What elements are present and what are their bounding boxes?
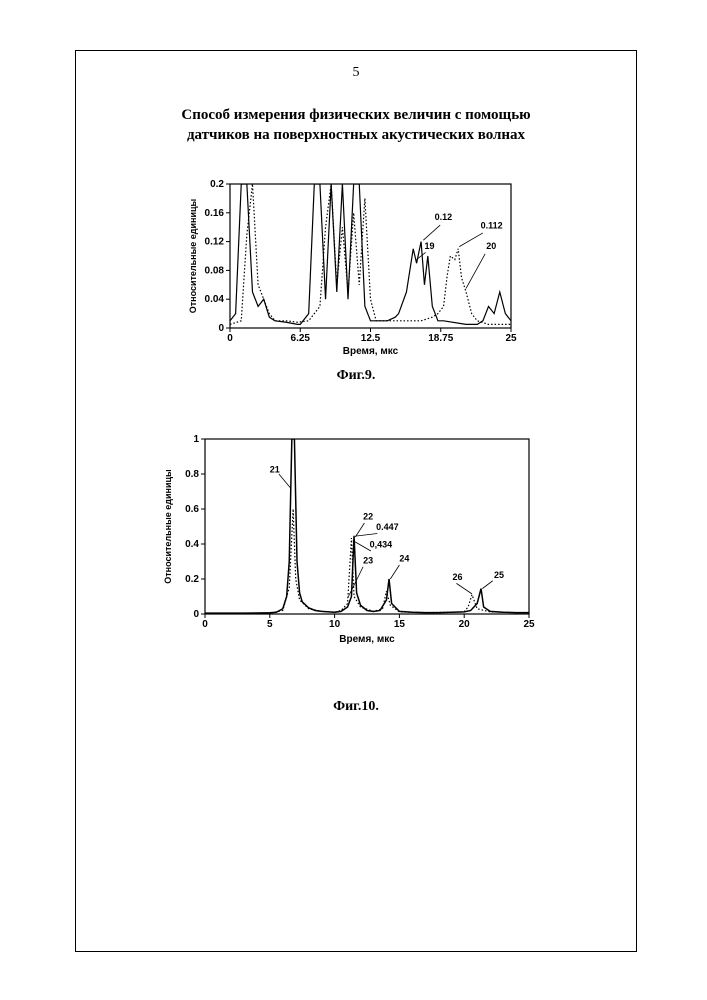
svg-text:18.75: 18.75: [428, 333, 453, 344]
svg-text:0.04: 0.04: [205, 294, 225, 305]
figure-10-caption: Фиг.10.: [76, 699, 636, 715]
svg-text:0.08: 0.08: [205, 265, 225, 276]
page-number: 5: [76, 65, 636, 81]
svg-text:Время, мкс: Время, мкс: [339, 634, 395, 644]
svg-text:25: 25: [505, 333, 517, 344]
figure-10-chart: 0 5 10 15 20 25 0 0.2 0.4 0.6 0.8 1 21 220.447 0,434 23…: [161, 429, 541, 644]
svg-text:0.4: 0.4: [185, 539, 199, 550]
svg-text:Относительные единицы: Относительные единицы: [188, 198, 198, 313]
svg-text:26: 26: [453, 571, 463, 581]
svg-text:5: 5: [267, 619, 273, 630]
svg-text:0: 0: [202, 619, 208, 630]
page-frame: 5 Способ измерения физических величин с …: [75, 50, 637, 952]
svg-text:22: 22: [363, 511, 373, 521]
svg-text:0.2: 0.2: [210, 179, 224, 190]
svg-text:21: 21: [270, 464, 280, 474]
svg-text:0.6: 0.6: [185, 504, 199, 515]
svg-text:19: 19: [424, 240, 434, 250]
figure-9-chart: 0 6.25 12.5 18.75 25 0 0.04 0.08 0.12 0.16 0.2 0.12…: [186, 176, 521, 356]
svg-text:0.447: 0.447: [376, 522, 399, 532]
svg-text:0.8: 0.8: [185, 469, 199, 480]
svg-text:1: 1: [193, 434, 199, 445]
doc-title: Способ измерения физических величин с по…: [126, 105, 586, 146]
title-line-1: Способ измерения физических величин с по…: [181, 107, 530, 123]
svg-text:0.12: 0.12: [205, 236, 225, 247]
svg-text:0: 0: [227, 333, 233, 344]
svg-text:10: 10: [329, 619, 341, 630]
svg-text:0: 0: [218, 323, 224, 334]
figure-9-caption: Фиг.9.: [76, 368, 636, 384]
svg-text:24: 24: [399, 553, 409, 563]
svg-text:23: 23: [363, 555, 373, 565]
svg-text:20: 20: [459, 619, 471, 630]
svg-text:25: 25: [494, 570, 504, 580]
svg-text:0,434: 0,434: [370, 539, 393, 549]
svg-text:0.112: 0.112: [481, 220, 503, 230]
svg-text:Относительные единицы: Относительные единицы: [163, 468, 173, 583]
svg-text:6.25: 6.25: [291, 333, 311, 344]
svg-text:12.5: 12.5: [361, 333, 381, 344]
svg-text:20: 20: [486, 240, 496, 250]
svg-text:0.2: 0.2: [185, 574, 199, 585]
svg-text:0.12: 0.12: [435, 212, 453, 222]
svg-text:15: 15: [394, 619, 406, 630]
title-line-2: датчиков на поверхностных акустических в…: [187, 127, 525, 143]
svg-text:25: 25: [523, 619, 535, 630]
svg-text:Время, мкс: Время, мкс: [343, 346, 399, 356]
svg-text:0.16: 0.16: [205, 207, 225, 218]
svg-text:0: 0: [193, 609, 199, 620]
